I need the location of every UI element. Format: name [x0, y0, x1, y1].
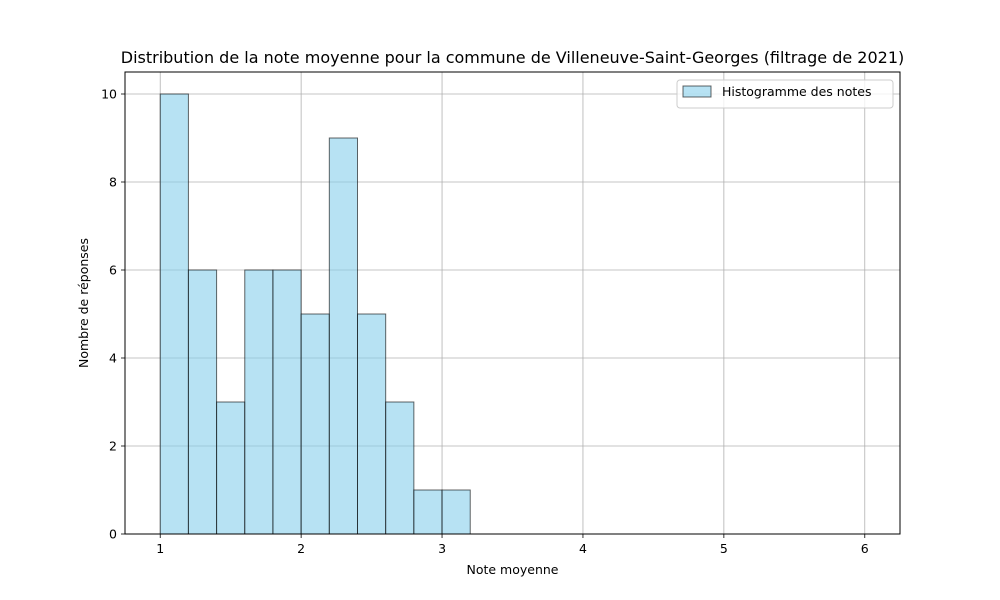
histogram-bar-3: [244, 269, 274, 535]
x-tick-label-1: 2: [297, 541, 305, 556]
histogram-bar-8: [385, 401, 415, 535]
legend-box: [676, 79, 894, 109]
legend: Histogramme des notes: [676, 79, 894, 109]
x-axis-ticks: 1 2 3 4 5 6: [156, 534, 869, 556]
y-axis-ticks: 0 2 4 6 8 10: [101, 87, 125, 542]
histogram-bar-6: [328, 137, 358, 535]
x-axis-label: Note moyenne: [466, 562, 558, 577]
y-tick-label-0: 0: [109, 527, 117, 542]
legend-swatch: [682, 85, 712, 98]
x-tick-label-4: 5: [720, 541, 728, 556]
histogram-bar-10: [441, 489, 471, 535]
y-tick-label-5: 10: [101, 87, 117, 102]
x-tick-label-0: 1: [156, 541, 164, 556]
legend-label: Histogramme des notes: [722, 84, 871, 99]
chart-title: Distribution de la note moyenne pour la …: [121, 48, 905, 67]
plot-frame: [124, 71, 901, 535]
histogram-bar-2: [216, 401, 246, 535]
histogram-bar-5: [300, 313, 330, 535]
y-tick-label-4: 8: [109, 175, 117, 190]
histogram-bar-7: [357, 313, 387, 535]
y-tick-label-3: 6: [109, 263, 117, 278]
x-tick-label-3: 4: [579, 541, 587, 556]
y-tick-label-2: 4: [109, 351, 117, 366]
x-tick-label-2: 3: [438, 541, 446, 556]
histogram-bar-1: [187, 269, 218, 535]
y-tick-label-1: 2: [109, 439, 117, 454]
x-tick-label-5: 6: [861, 541, 869, 556]
histogram-bar-4: [272, 269, 302, 535]
histogram-bar-0: [159, 93, 189, 535]
y-axis-label: Nombre de réponses: [76, 238, 91, 368]
bars: [159, 93, 471, 535]
histogram-bar-9: [413, 489, 443, 535]
